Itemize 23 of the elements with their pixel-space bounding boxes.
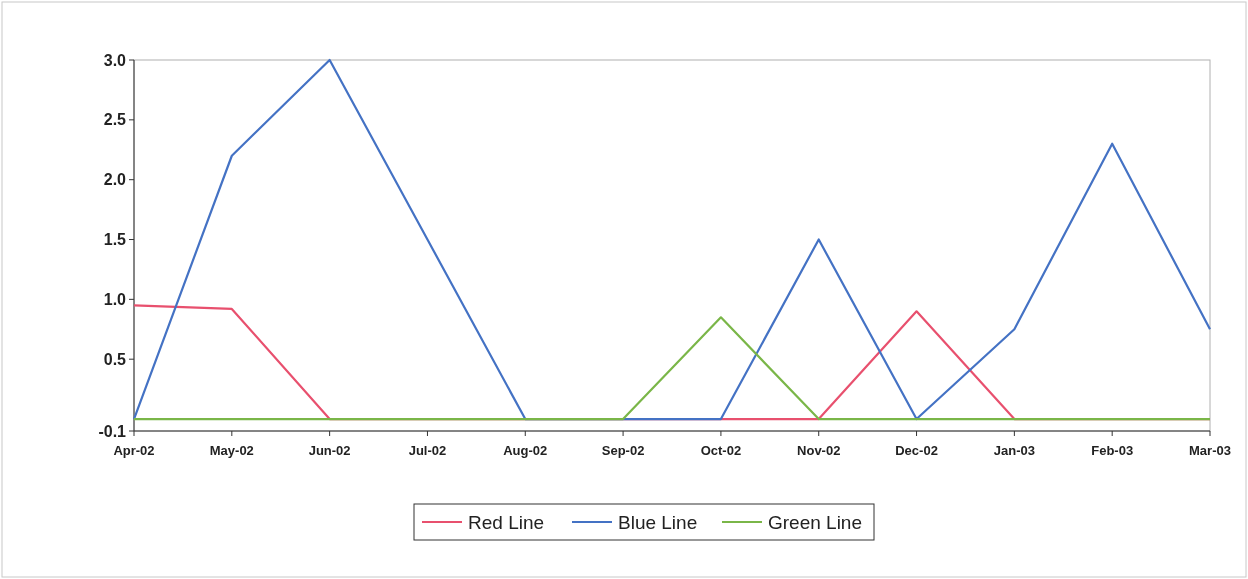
legend-label: Red Line bbox=[468, 511, 545, 533]
y-tick-label: -0.1 bbox=[98, 422, 127, 440]
x-tick-label: Dec-02 bbox=[895, 443, 938, 458]
legend-label: Blue Line bbox=[618, 511, 698, 533]
x-tick-label: Jul-02 bbox=[408, 443, 447, 458]
x-tick-label: Apr-02 bbox=[113, 443, 155, 458]
x-tick-label: Sep-02 bbox=[601, 443, 645, 458]
x-tick-label: Jun-02 bbox=[308, 443, 351, 458]
y-tick-label: 3.0 bbox=[103, 51, 127, 69]
y-tick-label: 0.5 bbox=[103, 350, 127, 368]
line-series bbox=[132, 58, 1212, 421]
y-tick-label: 1.5 bbox=[103, 231, 127, 249]
x-tick-label: May-02 bbox=[209, 443, 254, 458]
y-tick-label: 1.0 bbox=[103, 290, 127, 308]
x-tick-label: Oct-02 bbox=[700, 443, 742, 458]
x-tick-label: Jan-03 bbox=[993, 443, 1035, 458]
x-tick-label: Nov-02 bbox=[797, 443, 841, 458]
legend-label: Green Line bbox=[768, 511, 863, 533]
x-tick-label: Feb-03 bbox=[1091, 443, 1134, 458]
x-tick-label: Aug-02 bbox=[503, 443, 548, 458]
x-tick-label: Mar-03 bbox=[1189, 443, 1231, 458]
y-tick-label: 2.0 bbox=[103, 171, 127, 189]
y-tick-label: 2.5 bbox=[103, 111, 127, 129]
